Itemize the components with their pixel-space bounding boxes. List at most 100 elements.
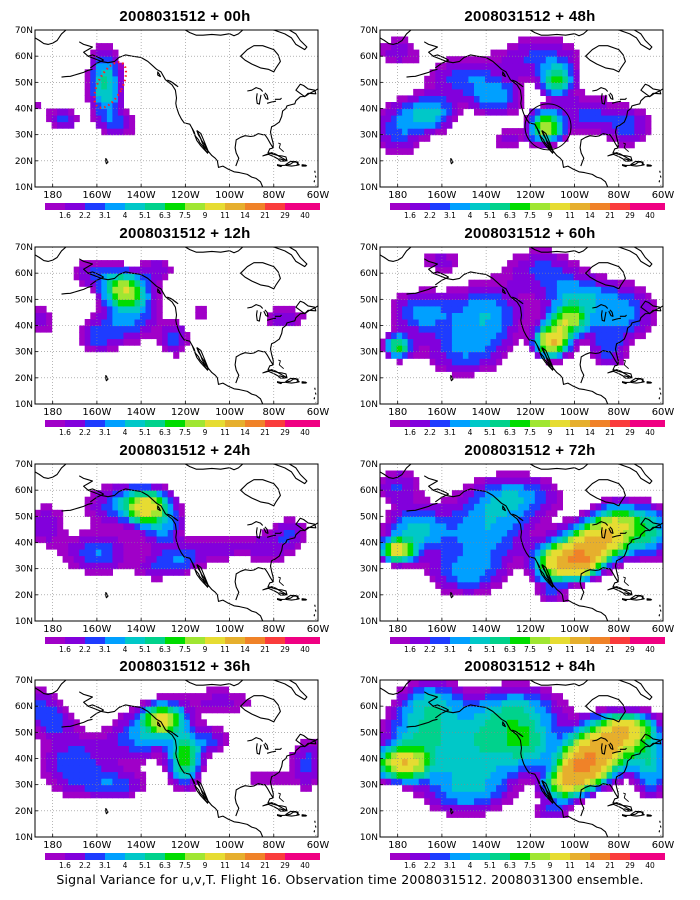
colorbar-label: 21 [260, 428, 270, 437]
map-panel: 2008031512 + 48h 70N 60N 50N 40N 30N 20N 10N 180… [360, 8, 695, 220]
map-panel: 2008031512 + 00h 70N 60N 50N 40N 30N 20N 10N 180… [15, 8, 350, 220]
colorbar-label: 5.1 [484, 211, 496, 220]
map-panel: 2008031512 + 36h 70N 60N 50N 40N 30N 20N 10N 180… [15, 658, 350, 870]
lat-label: 30N [360, 348, 378, 358]
lon-label: 60W [307, 840, 330, 851]
colorbar-swatch [470, 853, 490, 860]
lon-label: 140W [127, 407, 156, 418]
colorbar-label: 4 [123, 428, 128, 437]
lon-label: 160W [82, 190, 111, 201]
colorbar-swatch [145, 853, 165, 860]
lat-label: 20N [360, 157, 378, 167]
colorbar-label: 29 [625, 861, 635, 870]
colorbar-swatch [105, 203, 125, 210]
colorbar-label: 21 [605, 645, 615, 654]
lon-label: 60W [652, 624, 675, 635]
verification-circle [524, 103, 572, 151]
graticule [380, 247, 663, 404]
colorbar-swatch [65, 203, 85, 210]
colorbar-label: 3.1 [444, 428, 456, 437]
panel-title: 2008031512 + 24h [119, 442, 251, 459]
map-panel: 2008031512 + 24h 70N 60N 50N 40N 30N 20N 10N 180… [15, 442, 350, 654]
variance-map: 70N 60N 50N 40N 30N 20N 10N 180 160W 140W 120W 100W… [15, 243, 330, 437]
colorbar-swatch [530, 853, 550, 860]
panel-title: 2008031512 + 36h [119, 658, 251, 675]
colorbar-label: 40 [300, 428, 310, 437]
lat-label: 60N [360, 486, 378, 496]
variance-map: 70N 60N 50N 40N 30N 20N 10N 180 160W 140W 120W 100W… [360, 26, 675, 220]
colorbar-label: 40 [645, 645, 655, 654]
lon-label: 60W [307, 190, 330, 201]
colorbar-swatch [530, 420, 550, 427]
lon-label: 180 [43, 840, 62, 851]
colorbar-label: 40 [645, 861, 655, 870]
graticule [35, 30, 318, 187]
lat-label: 10N [15, 833, 33, 843]
figure-caption: Signal Variance for u,v,T. Flight 16. Ob… [56, 872, 644, 887]
colorbar-label: 4 [123, 211, 128, 220]
lat-label: 20N [15, 591, 33, 601]
colorbar-label: 1.6 [404, 861, 416, 870]
colorbar-label: 3.1 [99, 428, 111, 437]
colorbar-label: 3.1 [99, 645, 111, 654]
colorbar-label: 3.1 [99, 861, 111, 870]
lon-label: 100W [215, 624, 244, 635]
colorbar-swatch [165, 853, 185, 860]
colorbar-swatch [45, 420, 65, 427]
colorbar-label: 4 [468, 211, 473, 220]
lat-label: 10N [15, 400, 33, 410]
lat-label: 30N [360, 565, 378, 575]
colorbar-swatch [550, 420, 570, 427]
colorbar-label: 40 [645, 211, 655, 220]
colorbar-swatch [510, 853, 530, 860]
colorbar-label: 3.1 [444, 211, 456, 220]
colorbar-label: 14 [585, 861, 595, 870]
colorbar-swatch [205, 203, 225, 210]
colorbar-swatch [245, 420, 265, 427]
variance-map: 70N 60N 50N 40N 30N 20N 10N 180 160W 140W 120W 100W… [360, 676, 675, 870]
lat-label: 50N [15, 728, 33, 738]
coastlines [380, 247, 663, 404]
lat-label: 10N [360, 833, 378, 843]
lon-label: 120W [171, 624, 200, 635]
colorbar-swatch [125, 853, 145, 860]
colorbar-label: 2.2 [79, 645, 91, 654]
lat-label: 20N [360, 591, 378, 601]
lon-label: 180 [43, 190, 62, 201]
coastlines [35, 680, 318, 837]
lon-label: 120W [516, 190, 545, 201]
colorbar-label: 21 [260, 645, 270, 654]
lon-label: 180 [43, 407, 62, 418]
colorbar-swatch [105, 637, 125, 644]
colorbar-label: 21 [605, 211, 615, 220]
lon-label: 140W [127, 840, 156, 851]
colorbar-label: 7.5 [524, 645, 536, 654]
colorbar-swatch [65, 420, 85, 427]
lat-label: 40N [15, 105, 33, 115]
colorbar-label: 14 [585, 645, 595, 654]
lat-label: 20N [360, 374, 378, 384]
colorbar-label: 6.3 [159, 428, 171, 437]
colorbar-label: 14 [240, 861, 250, 870]
colorbar-swatch [410, 637, 430, 644]
colorbar-label: 2.2 [79, 211, 91, 220]
lon-label: 140W [472, 624, 501, 635]
colorbar-label: 11 [220, 428, 230, 437]
colorbar-label: 40 [300, 861, 310, 870]
colorbar-swatch [85, 637, 105, 644]
colorbar-swatch [430, 420, 450, 427]
colorbar-label: 5.1 [139, 861, 151, 870]
lat-label: 10N [15, 183, 33, 193]
colorbar-label: 9 [203, 211, 208, 220]
colorbar-swatch [510, 420, 530, 427]
colorbar-swatch [245, 203, 265, 210]
colorbar-swatch [390, 637, 410, 644]
colorbar-label: 21 [605, 861, 615, 870]
colorbar-swatch [570, 420, 590, 427]
colorbar-swatch [45, 203, 65, 210]
colorbar-swatch [630, 203, 650, 210]
lon-label: 100W [215, 407, 244, 418]
colorbar-label: 2.2 [79, 861, 91, 870]
colorbar-swatch [65, 853, 85, 860]
lon-label: 100W [560, 407, 589, 418]
